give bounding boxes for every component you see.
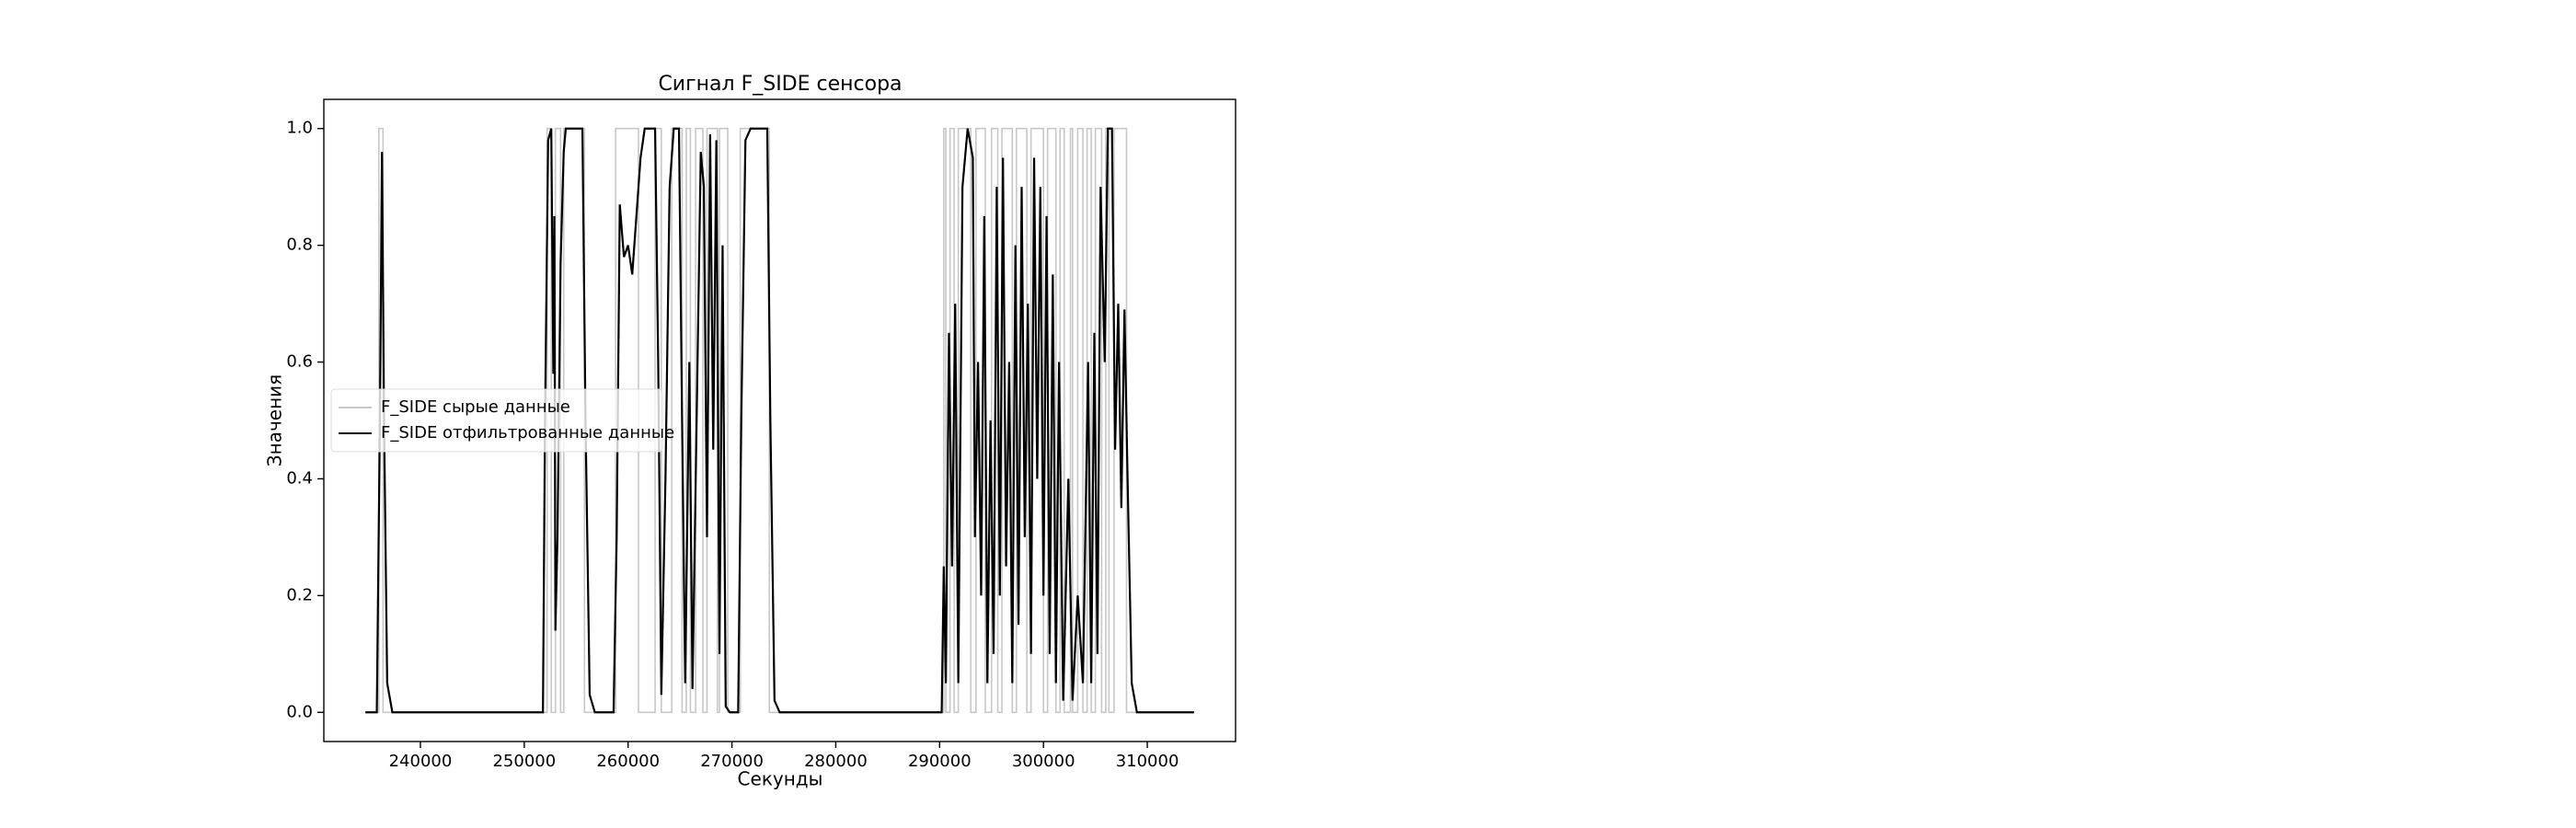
x-axis-label: Секунды	[738, 768, 823, 790]
y-tick-label: 0.6	[286, 352, 313, 372]
plot-frame	[323, 98, 1236, 742]
x-tick-label: 240000	[389, 752, 453, 771]
x-tick-label: 300000	[1012, 752, 1075, 771]
y-tick-label: 0.0	[286, 702, 313, 721]
series-line	[365, 127, 1194, 714]
y-axis-label: Значения	[264, 374, 286, 466]
y-tick-label: 1.0	[286, 119, 313, 138]
y-tick-label: 0.2	[286, 585, 313, 604]
legend-label: F_SIDE сырые данные	[381, 397, 570, 417]
x-tick-label: 310000	[1116, 752, 1179, 771]
x-tick-label: 270000	[700, 752, 764, 771]
chart-title: Сигнал F_SIDE сенсора	[658, 73, 902, 96]
y-tick-label: 0.4	[286, 468, 313, 488]
legend-box	[330, 388, 663, 453]
x-tick-label: 290000	[908, 752, 972, 771]
y-tick-label: 0.8	[286, 236, 313, 255]
x-tick-label: 260000	[596, 752, 660, 771]
legend-label: F_SIDE отфильтрованные данные	[381, 423, 674, 443]
x-tick-label: 250000	[492, 752, 556, 771]
x-tick-label: 280000	[804, 752, 868, 771]
series-line	[365, 127, 1194, 714]
